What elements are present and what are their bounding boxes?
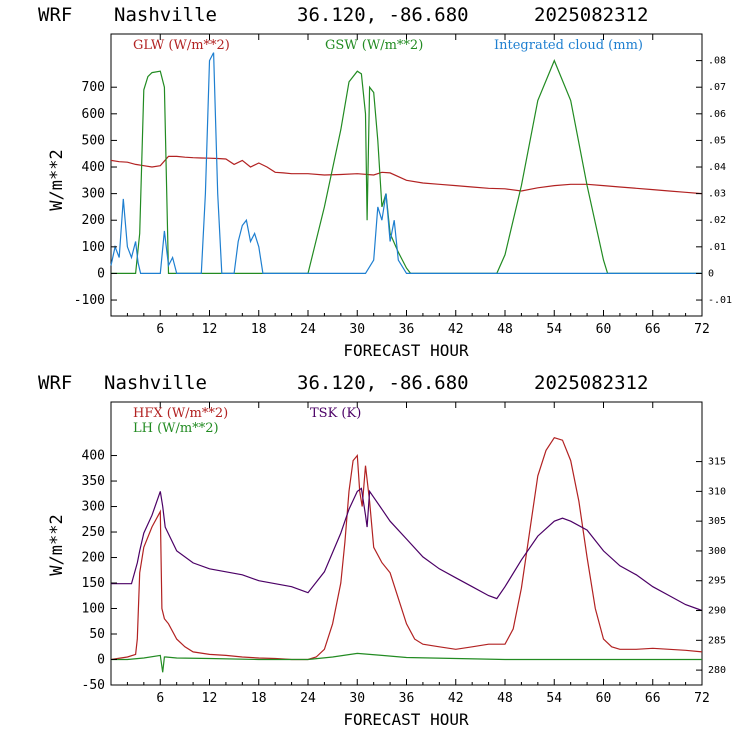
panel2-y-axis-label: W/m**2 xyxy=(47,514,67,575)
panel2-x-tick-label: 30 xyxy=(349,691,365,706)
panel1-x-tick-label: 24 xyxy=(300,322,316,337)
panel1-run: 2025082312 xyxy=(534,4,648,26)
panel1-x-tick-label: 54 xyxy=(546,322,562,337)
panel1-y2-tick-label: .05 xyxy=(708,135,726,146)
panel2-y-tick-label: 400 xyxy=(82,449,105,464)
panel2-y2-tick-label: 310 xyxy=(708,486,726,497)
panel1-x-tick-label: 12 xyxy=(202,322,218,337)
panel1-y-tick-label: 100 xyxy=(82,240,105,255)
panel1-x-tick-label: 60 xyxy=(596,322,612,337)
panel1-location: Nashville xyxy=(114,4,217,26)
panel2-x-axis-label: FORECAST HOUR xyxy=(343,710,469,729)
panel2-x-tick-label: 42 xyxy=(448,691,464,706)
panel2-run: 2025082312 xyxy=(534,372,648,394)
panel1-y-tick-label: 400 xyxy=(82,160,105,175)
panel2-y-tick-label: 0 xyxy=(97,653,105,668)
panel2-y2-tick-label: 300 xyxy=(708,546,726,557)
panel1-y2-tick-label: .06 xyxy=(708,109,726,120)
panel1-y-tick-label: 500 xyxy=(82,133,105,148)
panel2-y-tick-label: 300 xyxy=(82,500,105,515)
panel2-x-tick-label: 18 xyxy=(251,691,267,706)
panel2-series-hfx xyxy=(110,436,703,661)
panel1-x-tick-label: 36 xyxy=(399,322,415,337)
panel2-location: Nashville xyxy=(104,372,207,394)
panel2-y2-tick-label: 285 xyxy=(708,635,726,646)
panel2-x-tick-label: 60 xyxy=(596,691,612,706)
panel2-x-tick-label: 54 xyxy=(546,691,562,706)
panel2-y-tick-label: -50 xyxy=(82,678,105,693)
panel2-x-tick-label: 36 xyxy=(399,691,415,706)
panel2-y2-tick-label: 280 xyxy=(708,665,726,676)
panel1-y-tick-label: 200 xyxy=(82,213,105,228)
panel1-y-tick-label: -100 xyxy=(74,293,105,308)
panel1-y2-tick-label: .01 xyxy=(708,242,726,253)
panel1-x-axis-label: FORECAST HOUR xyxy=(343,341,469,360)
panel1-x-tick-label: 48 xyxy=(497,322,513,337)
panel1-y-axis-label: W/m**2 xyxy=(47,149,67,210)
panel1-x-tick-label: 6 xyxy=(156,322,164,337)
panel1-x-tick-label: 66 xyxy=(645,322,661,337)
panel1-header: WRF Nashville 36.120, -86.680 2025082312 xyxy=(38,4,648,26)
panel2-x-tick-label: 12 xyxy=(202,691,218,706)
panel1-series-gsw xyxy=(111,59,702,274)
panel1-series-glw xyxy=(110,155,703,195)
panel1-y2-tick-label: .03 xyxy=(708,189,726,200)
panel1-x-tick-label: 18 xyxy=(251,322,267,337)
panel2-y-tick-label: 250 xyxy=(82,525,105,540)
panel1-x-tick-label: 30 xyxy=(349,322,365,337)
panel2-x-tick-label: 6 xyxy=(156,691,164,706)
panel2-plot-frame xyxy=(110,401,703,686)
legend-gsw: GSW (W/m**2) xyxy=(325,38,423,53)
panel2-x-tick-label: 24 xyxy=(300,691,316,706)
panel2-x-tick-label: 72 xyxy=(694,691,710,706)
panel1-series-cloud xyxy=(110,52,702,274)
panel2-model: WRF xyxy=(38,372,72,394)
legend-lh: LH (W/m**2) xyxy=(133,421,219,436)
panel1-coords: 36.120, -86.680 xyxy=(297,4,469,26)
panel2-coords: 36.120, -86.680 xyxy=(297,372,469,394)
panel1-y-tick-label: 0 xyxy=(97,266,105,281)
panel1-chart: 6 12 18 24 30 36 42 48 54 60 66 72 700 600 500 400 300 2… xyxy=(47,33,732,360)
legend-hfx: HFX (W/m**2) xyxy=(133,406,228,421)
panel2-y-tick-label: 350 xyxy=(82,474,105,489)
panel2-series-lh xyxy=(111,652,702,673)
panel2-series-tsk xyxy=(111,487,703,612)
panel2-header: WRF Nashville 36.120, -86.680 2025082312 xyxy=(38,372,648,394)
panel2-y-tick-label: 200 xyxy=(82,551,105,566)
panel2-y2-tick-label: 295 xyxy=(708,576,726,587)
panel2-y-tick-label: 100 xyxy=(82,602,105,617)
panel1-y2-tick-label: 0 xyxy=(708,268,714,279)
panel1-y-tick-label: 300 xyxy=(82,187,105,202)
panel2-x-tick-label: 66 xyxy=(645,691,661,706)
legend-glw: GLW (W/m**2) xyxy=(133,38,230,53)
panel1-y2-tick-label: .07 xyxy=(708,82,726,93)
panel1-model: WRF xyxy=(38,4,72,26)
panel1-y-tick-label: 600 xyxy=(82,107,105,122)
panel2-y-tick-label: 150 xyxy=(82,576,105,591)
legend-tsk: TSK (K) xyxy=(310,406,361,421)
panel1-y2-tick-label: .02 xyxy=(708,215,726,226)
panel1-y2-tick-label: -.01 xyxy=(708,295,732,306)
panel2-chart: 6 12 18 24 30 36 42 48 54 60 66 72 400 350 300 250 200 1… xyxy=(47,401,726,729)
panel2-y2-tick-label: 305 xyxy=(708,516,726,527)
panel2-y2-tick-label: 290 xyxy=(708,606,726,617)
panel1-y2-tick-label: .08 xyxy=(708,56,726,67)
panel1-x-tick-label: 72 xyxy=(694,322,710,337)
panel1-x-tick-label: 42 xyxy=(448,322,464,337)
panel2-y-tick-label: 50 xyxy=(89,627,105,642)
panel2-y2-tick-label: 315 xyxy=(708,457,726,468)
panel1-y-tick-label: 700 xyxy=(82,80,105,95)
panel2-x-tick-label: 48 xyxy=(497,691,513,706)
legend-cloud: Integrated cloud (mm) xyxy=(494,38,643,53)
panel1-y2-tick-label: .04 xyxy=(708,162,726,173)
